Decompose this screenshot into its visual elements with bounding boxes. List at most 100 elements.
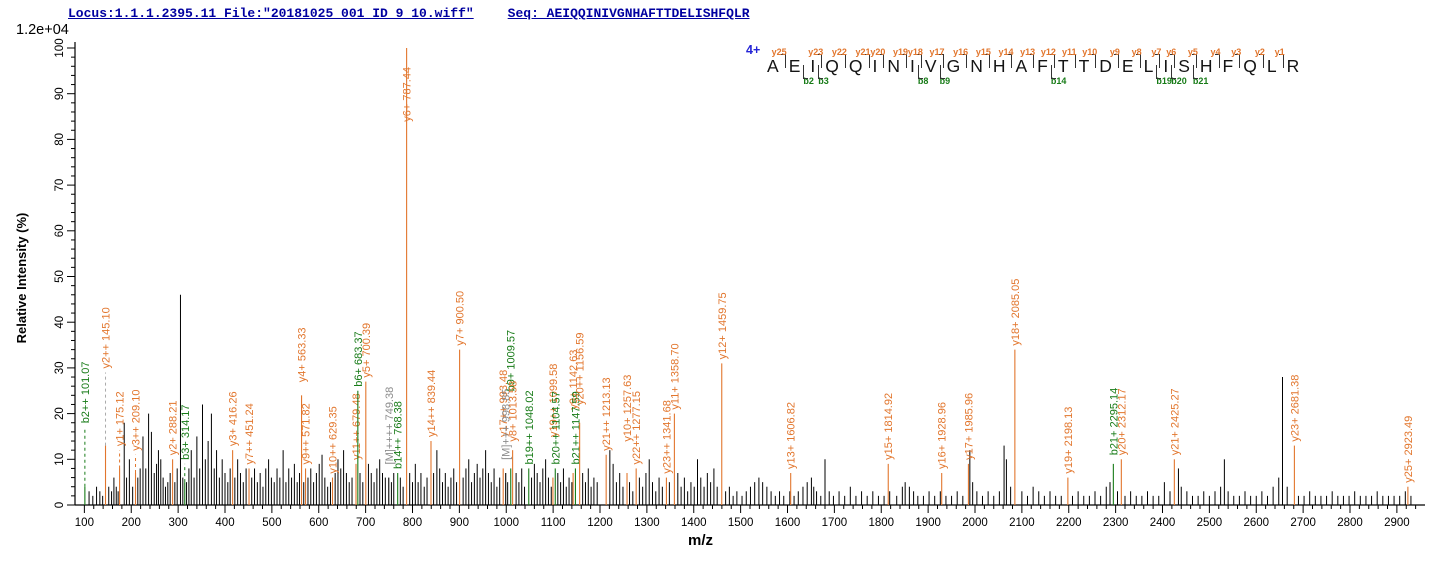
annotated-peak: y7+ 900.50 — [455, 291, 467, 505]
peak-label: b3+ 314.17 — [180, 404, 192, 459]
residue: H — [992, 56, 1006, 76]
y-ion-label: y18 — [907, 47, 923, 57]
svg-text:400: 400 — [215, 517, 234, 529]
peak-label: y2+ 288.21 — [168, 401, 180, 456]
peak-label: b19++ 1048.02 — [524, 390, 536, 464]
peak-label: y3+ 416.26 — [228, 391, 240, 446]
y-ion-label: y6 — [1166, 47, 1177, 57]
annotated-peak: y14++ 839.44 — [426, 370, 438, 505]
residue: A — [767, 56, 779, 76]
cleavage-mark: y11 — [1062, 47, 1078, 78]
cleavage-mark: y22 — [832, 47, 848, 78]
y-ion-label: y7 — [1151, 47, 1162, 57]
y-ion-label: y2 — [1254, 47, 1265, 57]
annotated-peak: y21+ 2425.27 — [1169, 388, 1181, 505]
annotated-peak: [M]++++ 749.38 — [384, 387, 396, 505]
cleavage-mark: y7 b19 — [1151, 47, 1172, 86]
annotated-peak: b9+ 1009.57 — [506, 330, 518, 505]
annotated-peak: b2++ 101.07 — [80, 362, 92, 505]
y-ion-label: y9 — [1109, 47, 1120, 57]
annotated-peak: y19+ 2198.13 — [1063, 407, 1075, 505]
annotated-peak: y9+ 1142.63 — [568, 350, 580, 505]
residue: D — [1099, 56, 1112, 76]
peak-label: [M]++++ 749.38 — [384, 387, 396, 465]
y-ion-label: y1 — [1274, 47, 1285, 57]
annotated-peak: y1+ 175.12 — [115, 391, 127, 505]
peak-label: y7+ 900.50 — [455, 291, 467, 346]
svg-text:1400: 1400 — [681, 517, 707, 529]
svg-text:20: 20 — [54, 407, 66, 420]
svg-text:1600: 1600 — [775, 517, 801, 529]
annotated-peak: y13+ 1606.82 — [786, 402, 798, 505]
cleavage-mark: y3 — [1231, 47, 1242, 78]
peak-label: b6+ 683.37 — [353, 331, 365, 386]
annotated-peak: y23+ 2681.38 — [1289, 375, 1301, 505]
svg-text:70: 70 — [54, 179, 66, 192]
residue: Q — [848, 56, 863, 76]
annotated-peaks: b2++ 101.07 y2++ 145.10 y1+ 175.12 y3++ 209… — [80, 48, 1415, 505]
svg-text:80: 80 — [54, 133, 66, 146]
annotated-peak: y10++ 629.35 — [328, 406, 340, 505]
cleavage-mark: y17 b9 — [930, 47, 951, 86]
peak-label: y6+ 787.44 — [402, 67, 414, 122]
axes — [74, 42, 1425, 506]
svg-text:0: 0 — [54, 502, 66, 508]
residue: N — [887, 56, 901, 76]
peak-label: y25+ 2923.49 — [1403, 416, 1415, 483]
peak-label: y21+ 2425.27 — [1169, 388, 1181, 455]
svg-text:1500: 1500 — [728, 517, 754, 529]
noise-peaks — [88, 294, 1412, 505]
peak-label: y2++ 145.10 — [101, 307, 113, 368]
peak-label: y13+ 1606.82 — [786, 402, 798, 469]
annotated-peak: b20++ 1104.57 — [550, 391, 562, 505]
residue: R — [1286, 56, 1300, 76]
residue: V — [924, 56, 937, 76]
peak-label: y5+ 700.39 — [361, 323, 373, 378]
residue: E — [1121, 56, 1134, 76]
b-ion-label: b9 — [939, 76, 951, 86]
residue: F — [1037, 56, 1048, 76]
y-axis-ticks — [67, 47, 75, 506]
svg-text:800: 800 — [403, 517, 422, 529]
peak-label: b14++ 768.38 — [393, 401, 405, 469]
x-axis-ticks — [83, 505, 1417, 513]
peak-label: y20+ 2312.17 — [1116, 388, 1128, 455]
svg-text:700: 700 — [356, 517, 375, 529]
y-axis-title: Relative Intensity (%) — [14, 213, 29, 344]
peak-label: y15+ 1814.92 — [883, 393, 895, 460]
peak-label: y11++ 679.48 — [351, 393, 363, 459]
cleavage-mark: b2 — [801, 55, 814, 86]
peak-label: b9+ 1009.57 — [506, 330, 518, 391]
svg-text:50: 50 — [54, 270, 66, 283]
svg-text:90: 90 — [54, 87, 66, 100]
cleavage-mark: y20 — [870, 47, 886, 78]
cleavage-mark: y2 — [1255, 47, 1266, 78]
peak-label: y1+ 175.12 — [115, 391, 127, 446]
peak-label: y16+ 1928.96 — [937, 402, 949, 469]
annotated-peak: b14++ 768.38 — [393, 401, 405, 505]
annotated-peak: y11++ 679.48 — [351, 393, 363, 505]
residue: I — [910, 56, 915, 76]
annotated-peak: y22++ 1277.15 — [631, 391, 643, 505]
b-ion-label: b14 — [1050, 76, 1067, 86]
annotated-peak: y2+ 288.21 — [168, 401, 180, 505]
cleavage-mark: y9 — [1110, 47, 1121, 78]
svg-text:500: 500 — [262, 517, 281, 529]
b-ion-label: b19 — [1156, 76, 1172, 86]
peak-label: y11+ 1358.70 — [669, 343, 681, 409]
b-ion-label: b3 — [818, 76, 829, 86]
y-ion-label: y12 — [1040, 47, 1056, 57]
cleavage-mark: y4 — [1211, 47, 1222, 78]
svg-text:10: 10 — [54, 453, 66, 466]
residue: I — [872, 56, 878, 76]
peak-label: y10++ 629.35 — [328, 406, 340, 473]
peak-label: b2++ 101.07 — [80, 362, 92, 424]
peak-label: y9+ 1142.63 — [568, 350, 580, 410]
peak-label: y12+ 1459.75 — [717, 292, 729, 359]
annotated-peak: y17+ 1985.96 — [963, 393, 975, 505]
peak-label: b20++ 1104.57 — [550, 391, 562, 464]
peak-label: y9++ 571.82 — [301, 403, 313, 464]
peak-label: y20++ 1156.59 — [575, 332, 587, 405]
